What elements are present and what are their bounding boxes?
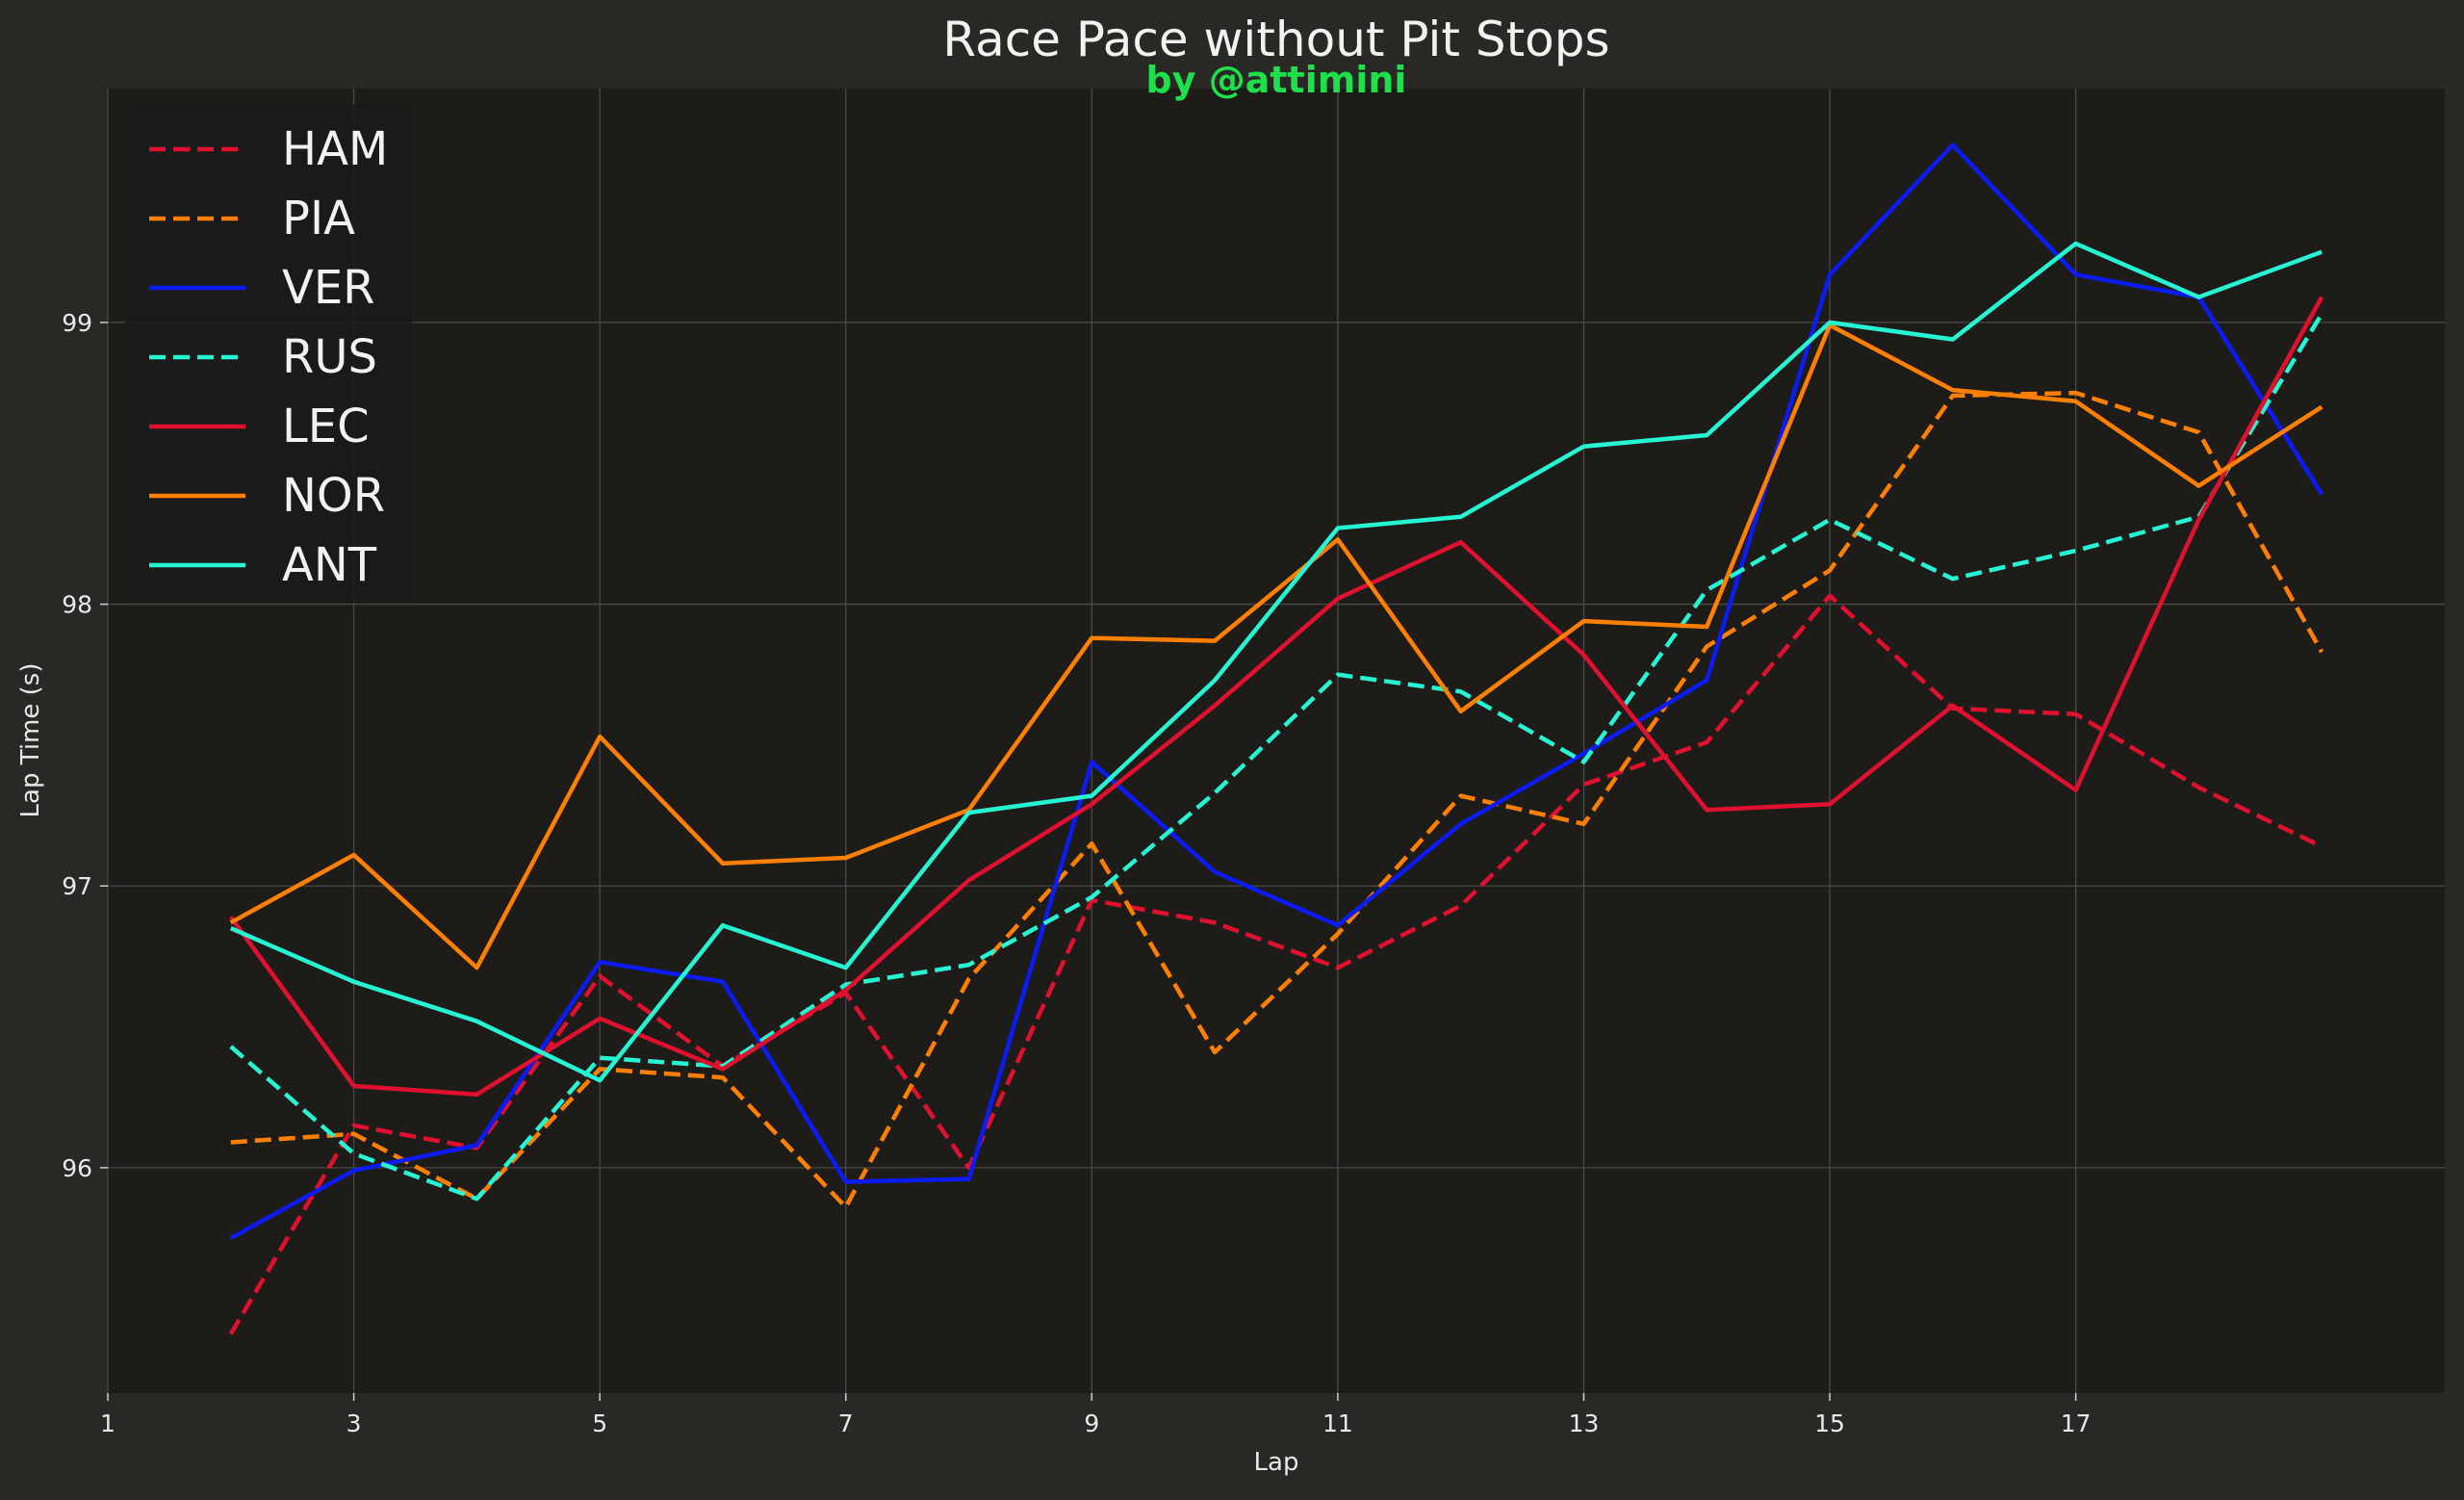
legend: HAM PIA VER RUS LEC NOR ANT xyxy=(125,104,412,603)
series-line-ham xyxy=(228,593,2323,1335)
legend-label-nor: NOR xyxy=(282,469,385,523)
series-line-rus xyxy=(229,312,2324,1202)
series-line-ant xyxy=(229,241,2323,1083)
y-tick-label: 98 xyxy=(62,591,92,619)
legend-label-lec: LEC xyxy=(282,400,370,453)
x-tick-label: 3 xyxy=(346,1409,362,1437)
y-tick-label: 99 xyxy=(62,309,92,337)
y-tick-label: 97 xyxy=(62,872,92,900)
series-line-nor xyxy=(229,323,2323,970)
series-line-ver xyxy=(229,142,2324,1240)
y-axis-label: Lap Time (s) xyxy=(16,663,45,818)
series-line-lec xyxy=(228,296,2324,1098)
x-tick-label: 9 xyxy=(1084,1409,1099,1437)
legend-label-pia: PIA xyxy=(282,192,355,246)
legend-label-ham: HAM xyxy=(282,122,388,176)
legend-box xyxy=(125,104,412,603)
x-tick-label: 11 xyxy=(1322,1409,1353,1437)
chart-title: Race Pace without Pit Stops xyxy=(942,12,1609,67)
x-tick-label: 13 xyxy=(1569,1409,1600,1437)
x-tick-label: 17 xyxy=(2061,1409,2092,1437)
chart-subtitle: by @attimini xyxy=(1146,59,1407,101)
series-lines xyxy=(228,142,2324,1335)
legend-label-ant: ANT xyxy=(282,538,377,592)
plot-area xyxy=(108,89,2445,1393)
x-tick-label: 7 xyxy=(838,1409,854,1437)
x-tick-label: 15 xyxy=(1814,1409,1845,1437)
y-tick-label: 96 xyxy=(62,1154,92,1182)
x-axis-label: Lap xyxy=(1254,1448,1299,1477)
legend-label-rus: RUS xyxy=(282,330,377,384)
legend-label-ver: VER xyxy=(282,261,375,315)
x-tick-label: 5 xyxy=(592,1409,607,1437)
x-tick-label: 1 xyxy=(100,1409,116,1437)
series-line-pia xyxy=(230,390,2324,1210)
